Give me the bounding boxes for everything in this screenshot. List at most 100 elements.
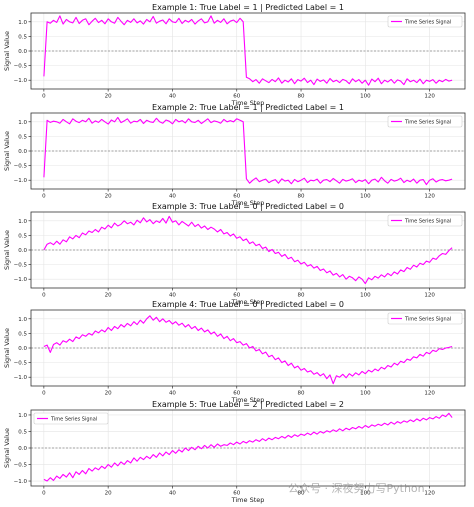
- x-tick-label: 100: [360, 391, 371, 397]
- x-tick-label: 40: [169, 391, 176, 397]
- x-axis-label: Time Step: [231, 99, 265, 107]
- x-axis-label: Time Step: [231, 298, 265, 306]
- x-tick-label: 0: [42, 194, 46, 200]
- x-tick-label: 80: [298, 94, 305, 100]
- y-tick-label: 0.5: [18, 331, 27, 337]
- legend-label: Time Series Signal: [404, 218, 451, 224]
- y-tick-label: −1.0: [14, 277, 28, 283]
- y-tick-label: −0.5: [14, 64, 28, 70]
- x-tick-label: 40: [169, 491, 176, 497]
- x-axis-label: Time Step: [231, 396, 265, 404]
- x-tick-label: 80: [298, 194, 305, 200]
- legend-label: Time Series Signal: [404, 19, 451, 25]
- x-tick-label: 60: [233, 293, 240, 299]
- series-line-1: [43, 15, 453, 86]
- chart-title: Example 2: True Label = 1 | Predicted La…: [152, 103, 344, 112]
- y-tick-label: 0.0: [18, 346, 27, 352]
- subplot-5: Example 5: True Label = 2 | Predicted La…: [3, 400, 466, 504]
- subplot-3: Example 3: True Label = 0 | Predicted La…: [3, 202, 466, 306]
- y-tick-label: 0.5: [18, 233, 27, 239]
- series-line-1: [43, 116, 453, 186]
- chart-title: Example 3: True Label = 0 | Predicted La…: [152, 202, 344, 211]
- x-tick-label: 100: [360, 293, 371, 299]
- x-tick-label: 120: [424, 293, 435, 299]
- y-tick-label: −0.5: [14, 463, 28, 469]
- series-line-1: [43, 412, 453, 482]
- x-tick-label: 60: [233, 94, 240, 100]
- legend: Time Series Signal: [387, 214, 463, 227]
- y-tick-label: 0.0: [18, 49, 27, 55]
- watermark: 公众号 · 深夜努力写Python: [288, 482, 425, 495]
- y-tick-label: −1.0: [14, 479, 28, 485]
- legend-label: Time Series Signal: [404, 316, 451, 322]
- x-tick-label: 40: [169, 94, 176, 100]
- legend-box: [387, 312, 463, 325]
- legend-box: [387, 115, 463, 128]
- x-tick-label: 80: [298, 391, 305, 397]
- x-tick-label: 120: [424, 491, 435, 497]
- y-tick-label: −0.5: [14, 361, 28, 367]
- subplot-4: Example 4: True Label = 0 | Predicted La…: [3, 300, 466, 404]
- y-axis-label: Signal Value: [3, 428, 11, 468]
- y-axis-label: Signal Value: [3, 131, 11, 171]
- y-tick-label: 0.5: [18, 429, 27, 435]
- legend-box: [387, 214, 463, 227]
- y-axis-label: Signal Value: [3, 31, 11, 71]
- x-tick-label: 80: [298, 293, 305, 299]
- x-axis-label: Time Step: [231, 496, 265, 504]
- legend: Time Series Signal: [387, 312, 463, 325]
- y-tick-label: −0.5: [14, 263, 28, 269]
- x-tick-label: 60: [233, 391, 240, 397]
- x-tick-label: 60: [233, 491, 240, 497]
- y-tick-label: −1.0: [14, 178, 28, 184]
- y-tick-label: −1.0: [14, 375, 28, 381]
- chart-title: Example 4: True Label = 0 | Predicted La…: [152, 300, 344, 309]
- legend: Time Series Signal: [387, 115, 463, 128]
- x-tick-label: 100: [360, 194, 371, 200]
- series-line-1: [43, 215, 453, 285]
- x-tick-label: 40: [169, 194, 176, 200]
- legend: Time Series Signal: [387, 15, 463, 28]
- x-tick-label: 40: [169, 293, 176, 299]
- y-tick-label: 1.0: [18, 219, 27, 225]
- y-tick-label: 1.0: [18, 120, 27, 126]
- x-tick-label: 100: [360, 94, 371, 100]
- y-axis-label: Signal Value: [3, 230, 11, 270]
- x-tick-label: 20: [105, 94, 112, 100]
- x-tick-label: 0: [42, 293, 46, 299]
- x-tick-label: 100: [360, 491, 371, 497]
- x-tick-label: 120: [424, 194, 435, 200]
- series-line-1: [43, 315, 453, 385]
- legend-box: [33, 412, 109, 425]
- subplot-1: Example 1: True Label = 1 | Predicted La…: [3, 3, 466, 107]
- legend-label: Time Series Signal: [404, 119, 451, 125]
- x-tick-label: 120: [424, 94, 435, 100]
- x-tick-label: 20: [105, 391, 112, 397]
- y-tick-label: 0.5: [18, 134, 27, 140]
- x-tick-label: 20: [105, 194, 112, 200]
- x-tick-label: 0: [42, 491, 46, 497]
- x-tick-label: 20: [105, 293, 112, 299]
- x-tick-label: 80: [298, 491, 305, 497]
- y-tick-label: 1.0: [18, 317, 27, 323]
- x-tick-label: 0: [42, 391, 46, 397]
- legend-label: Time Series Signal: [50, 416, 97, 422]
- y-tick-label: 0.0: [18, 149, 27, 155]
- x-tick-label: 0: [42, 94, 46, 100]
- y-tick-label: 1.0: [18, 413, 27, 419]
- y-axis-label: Signal Value: [3, 328, 11, 368]
- y-tick-label: 0.0: [18, 248, 27, 254]
- legend-box: [387, 15, 463, 28]
- y-tick-label: −1.0: [14, 78, 28, 84]
- y-tick-label: −0.5: [14, 164, 28, 170]
- y-tick-label: 1.0: [18, 20, 27, 26]
- legend: Time Series Signal: [33, 412, 109, 425]
- y-tick-label: 0.5: [18, 34, 27, 40]
- x-tick-label: 120: [424, 391, 435, 397]
- x-tick-label: 60: [233, 194, 240, 200]
- y-tick-label: 0.0: [18, 446, 27, 452]
- x-axis-label: Time Step: [231, 199, 265, 207]
- chart-title: Example 1: True Label = 1 | Predicted La…: [152, 3, 344, 12]
- x-tick-label: 20: [105, 491, 112, 497]
